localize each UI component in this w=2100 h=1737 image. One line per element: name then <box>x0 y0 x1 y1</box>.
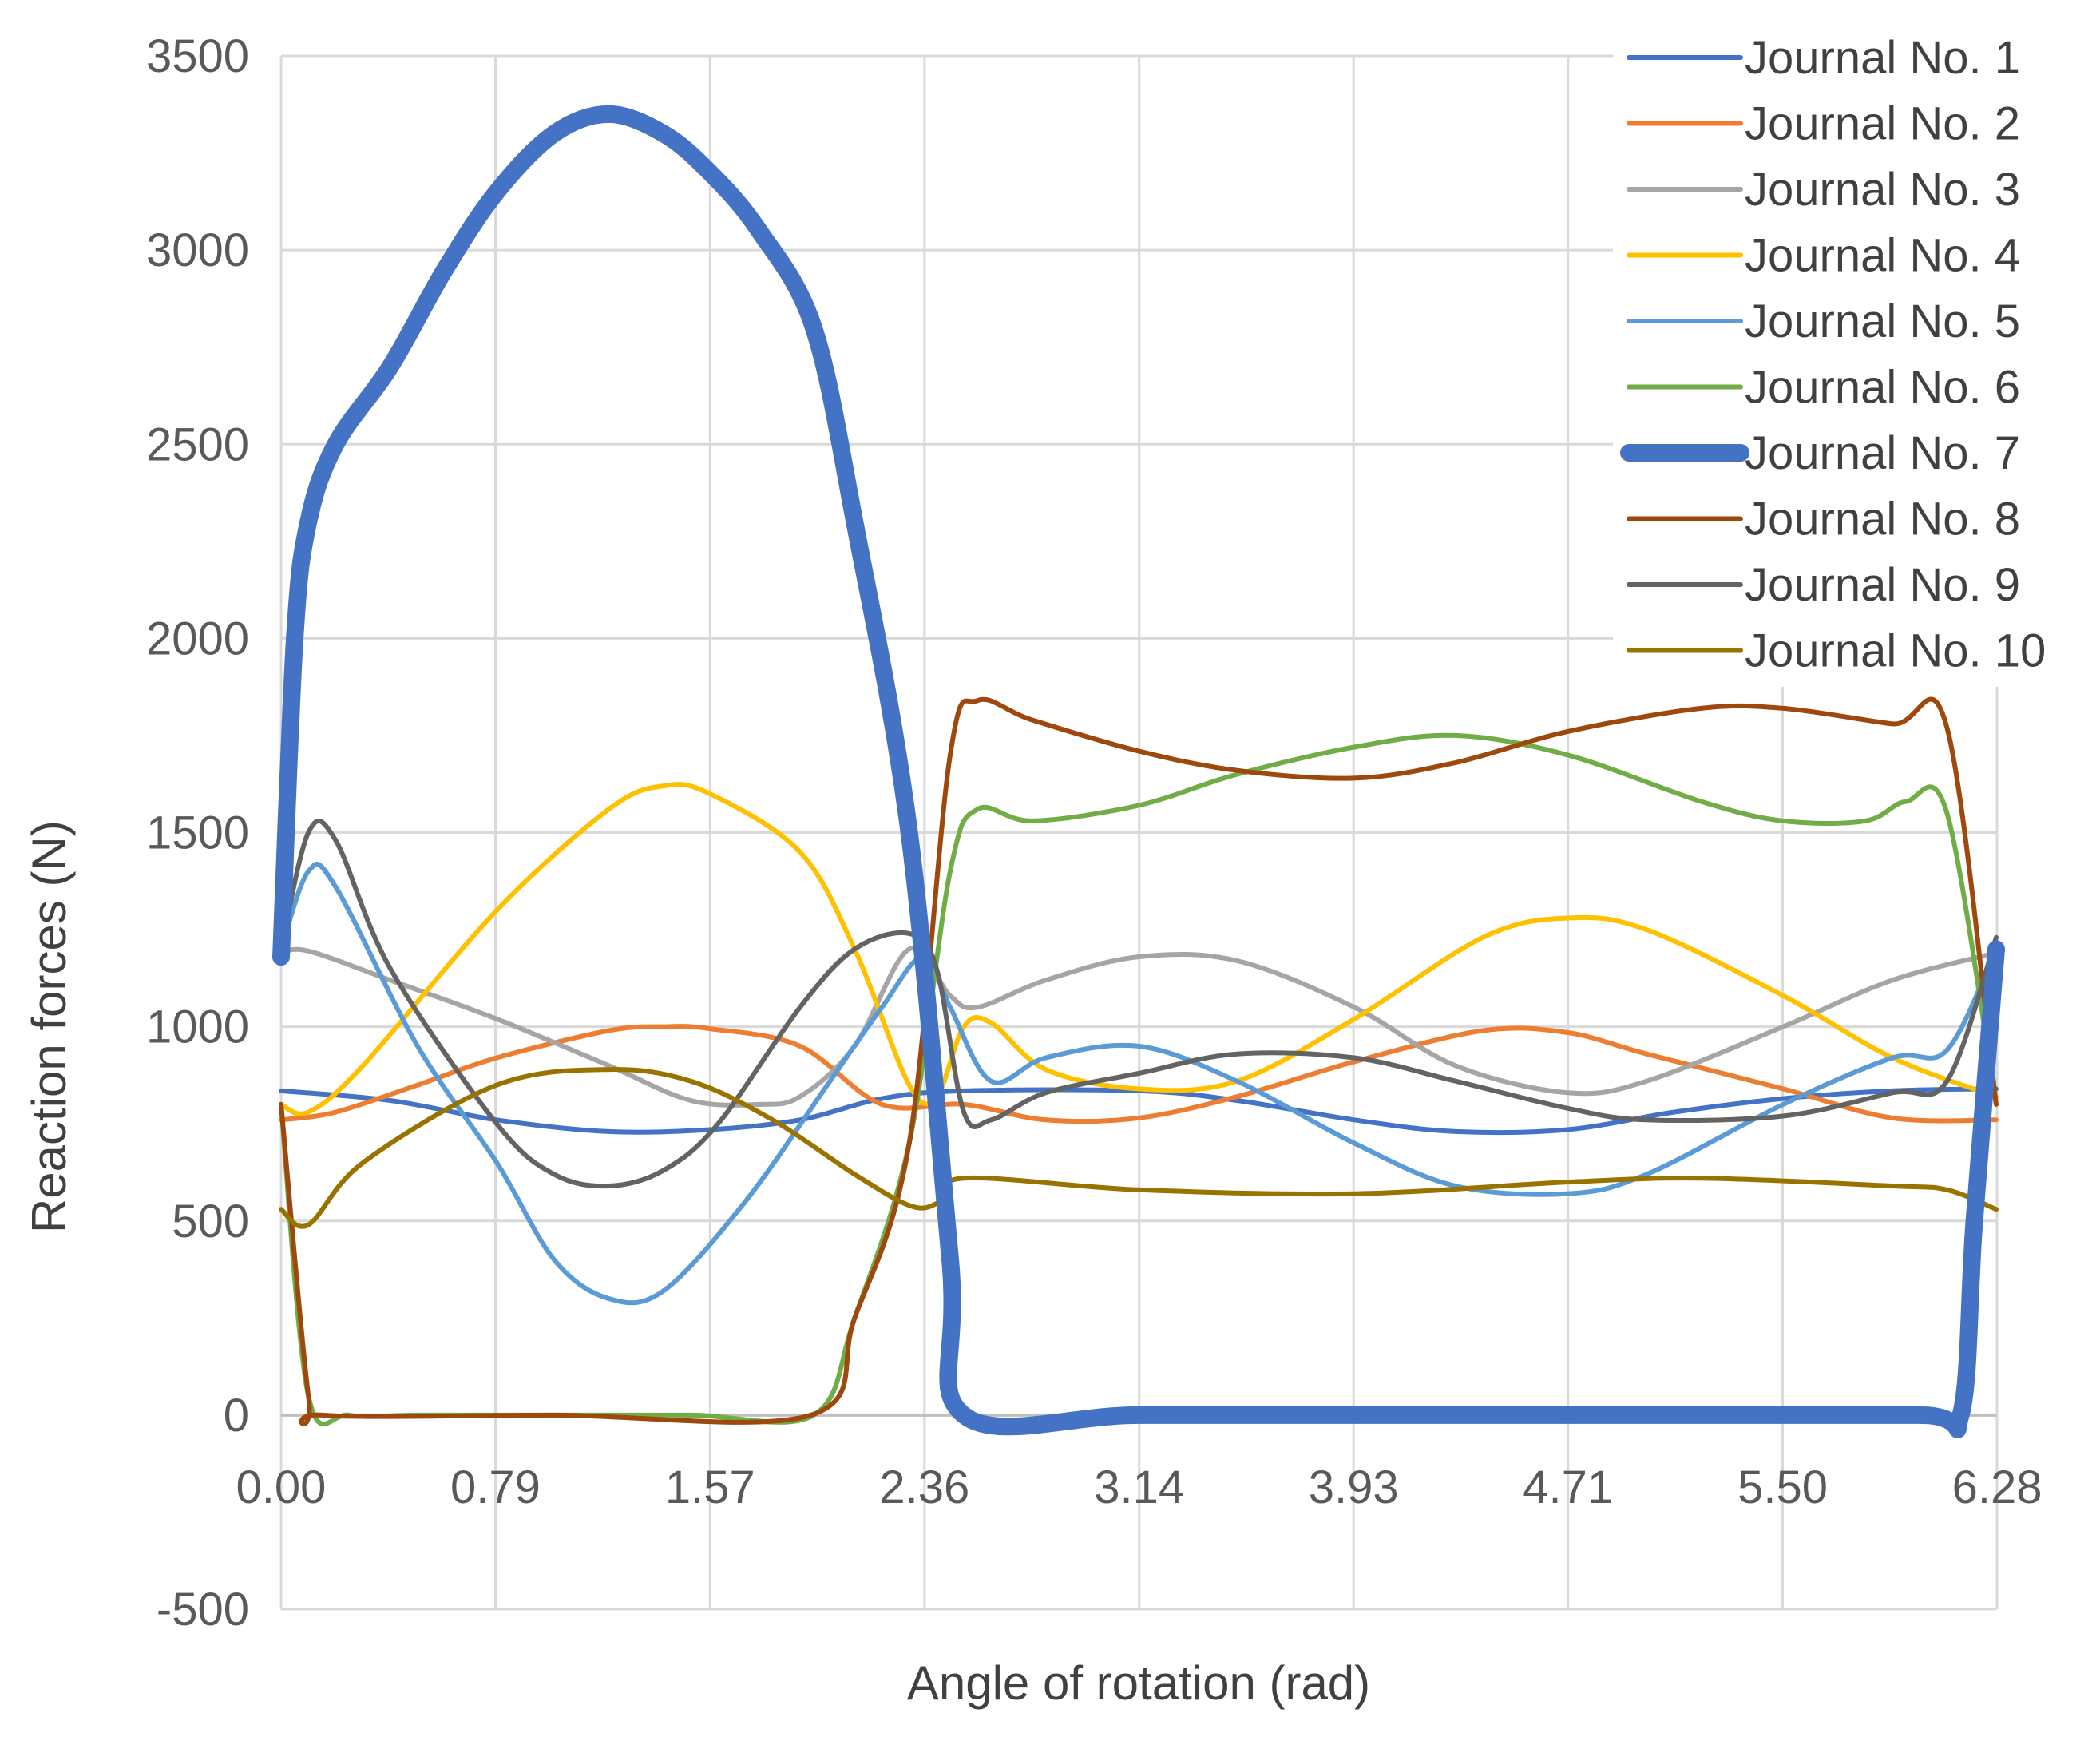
y-tick-label: 3000 <box>146 224 249 276</box>
y-tick-label: 0 <box>224 1390 249 1442</box>
series-line-journal-7 <box>272 105 2005 1438</box>
series-line-journal-4 <box>279 782 1999 1116</box>
legend-label-journal-3: Journal No. 3 <box>1745 164 2020 216</box>
legend-label-journal-8: Journal No. 8 <box>1745 494 2020 545</box>
x-tick-label: 6.28 <box>1952 1461 2043 1513</box>
y-tick-label: 3500 <box>146 30 249 82</box>
gridlines <box>279 54 1999 1611</box>
y-tick-label: 1500 <box>146 807 249 859</box>
legend-background <box>1613 24 2100 687</box>
x-tick-label: 3.93 <box>1309 1461 1399 1513</box>
legend-label-journal-4: Journal No. 4 <box>1745 230 2020 282</box>
legend-label-journal-5: Journal No. 5 <box>1745 295 2020 347</box>
y-tick-label: 500 <box>172 1196 249 1247</box>
x-tick-label: 5.50 <box>1737 1461 1828 1513</box>
x-tick-label: 3.14 <box>1094 1461 1184 1513</box>
legend-label-journal-1: Journal No. 1 <box>1745 32 2020 84</box>
x-tick-label: 1.57 <box>665 1461 755 1513</box>
series-line-journal-5 <box>279 861 1999 1306</box>
series-line-journal-2 <box>279 1024 1999 1124</box>
y-axis-title: Reaction forces (N) <box>22 820 76 1233</box>
series-line-journal-8 <box>279 696 1999 1427</box>
legend-label-journal-9: Journal No. 9 <box>1745 559 2020 611</box>
y-tick-label: 2000 <box>146 613 249 664</box>
y-tick-label: 2500 <box>146 418 249 470</box>
legend-label-journal-7: Journal No. 7 <box>1745 427 2020 479</box>
y-tick-label: -500 <box>157 1584 249 1636</box>
y-tick-label: 1000 <box>146 1001 249 1053</box>
legend-label-journal-6: Journal No. 6 <box>1745 362 2020 414</box>
x-tick-label: 0.79 <box>450 1461 541 1513</box>
x-tick-label: 0.00 <box>236 1461 327 1513</box>
x-tick-label: 2.36 <box>879 1461 969 1513</box>
legend-label-journal-2: Journal No. 2 <box>1745 98 2020 150</box>
legend-label-journal-10: Journal No. 10 <box>1745 625 2046 677</box>
series-line-journal-3 <box>279 946 1999 1108</box>
series-line-journal-9 <box>279 818 1999 1189</box>
legend: Journal No. 1 Journal No. 2 Journal No. 3 J… <box>1613 24 2100 687</box>
series-lines <box>272 105 2005 1438</box>
x-tick-label: 4.71 <box>1523 1461 1613 1513</box>
x-axis-title: Angle of rotation (rad) <box>907 1656 1370 1710</box>
